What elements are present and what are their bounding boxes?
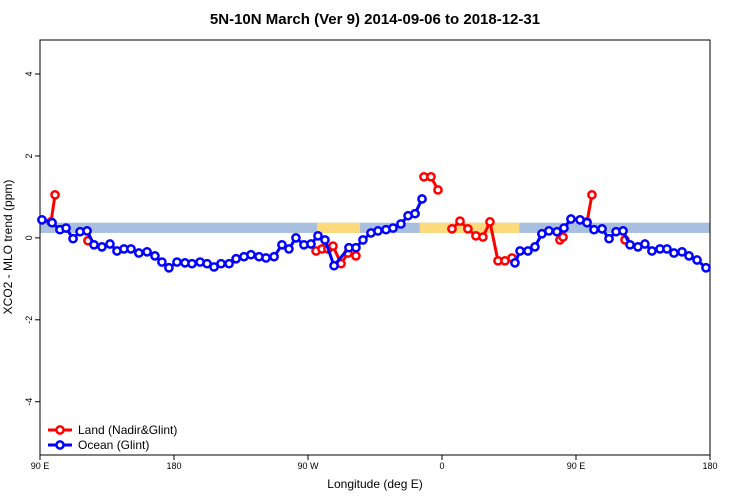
data-point [82,226,92,236]
data-point [410,208,420,219]
data-point [291,233,301,243]
data-point [677,246,687,257]
y-tick-label: 4 [24,71,34,76]
data-point [126,244,136,254]
data-point [284,244,294,254]
data-point [640,239,650,249]
legend-marker [55,440,65,450]
data-point [187,258,197,269]
data-point [388,223,398,233]
legend-label: Land (Nadir&Glint) [78,423,177,437]
data-point [164,262,174,273]
data-point [231,253,241,264]
data-point [224,258,234,269]
data-point [669,248,679,258]
y-axis-label: XCO2 - MLO trend (ppm) [1,180,15,315]
data-point [417,194,427,204]
data-point [558,232,568,242]
data-point [306,239,316,249]
data-point [261,253,271,263]
data-point [47,217,57,228]
data-point [510,258,520,268]
data-point [351,242,361,253]
data-point [358,235,368,245]
data-point [50,190,60,200]
data-point [172,257,182,267]
data-point [157,257,167,267]
chart-title: 5N-10N March (Ver 9) 2014-09-06 to 2018-… [210,11,540,28]
data-point [692,255,702,265]
data-point [559,223,569,233]
data-point [684,251,694,261]
x-axis-label: Longitude (deg E) [327,477,422,491]
data-point [478,232,488,242]
data-point [701,262,711,273]
data-point [597,224,607,234]
data-point [618,226,628,236]
data-point [426,171,436,182]
data-point [320,235,330,245]
data-point [515,246,525,256]
data-point [587,190,597,200]
legend-marker [55,425,65,435]
x-tick-label: 180 [702,461,717,471]
legend-label: Ocean (Glint) [78,438,149,452]
data-point [68,233,78,244]
data-point [89,239,99,250]
data-point [463,224,473,234]
y-tick-label: 2 [24,153,34,158]
data-point [625,239,635,250]
data-point [544,226,554,236]
data-point [396,219,406,229]
plot-frame [39,39,711,456]
data-point [530,242,540,252]
data-point [447,224,457,234]
data-point [329,260,339,271]
data-point [142,246,152,257]
data-point [150,251,160,261]
data-point [566,214,576,224]
data-point [313,230,323,241]
data-point [351,251,361,261]
data-point [134,248,144,258]
data-point [485,217,495,227]
data-point [552,226,562,237]
y-tick-label: 0 [24,235,34,240]
data-point [373,226,383,236]
data-point [105,239,115,249]
data-point [246,249,256,260]
data-point [216,258,226,269]
data-point [604,233,614,244]
x-tick-label: 0 [439,461,444,471]
highlight-span [316,222,361,233]
y-tick-label: -4 [24,398,34,406]
data-point [433,185,443,195]
data-point [647,246,657,256]
data-point [589,224,599,235]
data-point [269,251,279,262]
data-point [97,242,107,252]
data-point [455,216,465,226]
data-point [61,223,71,233]
y-tick-label: -2 [24,316,34,324]
data-point [662,244,672,254]
data-point [328,241,338,251]
x-tick-label: 90 W [297,461,319,471]
x-tick-label: 90 E [567,461,586,471]
data-point [277,239,287,250]
data-point [37,214,47,225]
x-tick-label: 180 [166,461,181,471]
data-point [523,246,533,256]
x-tick-label: 90 E [31,461,50,471]
data-point [582,217,592,228]
